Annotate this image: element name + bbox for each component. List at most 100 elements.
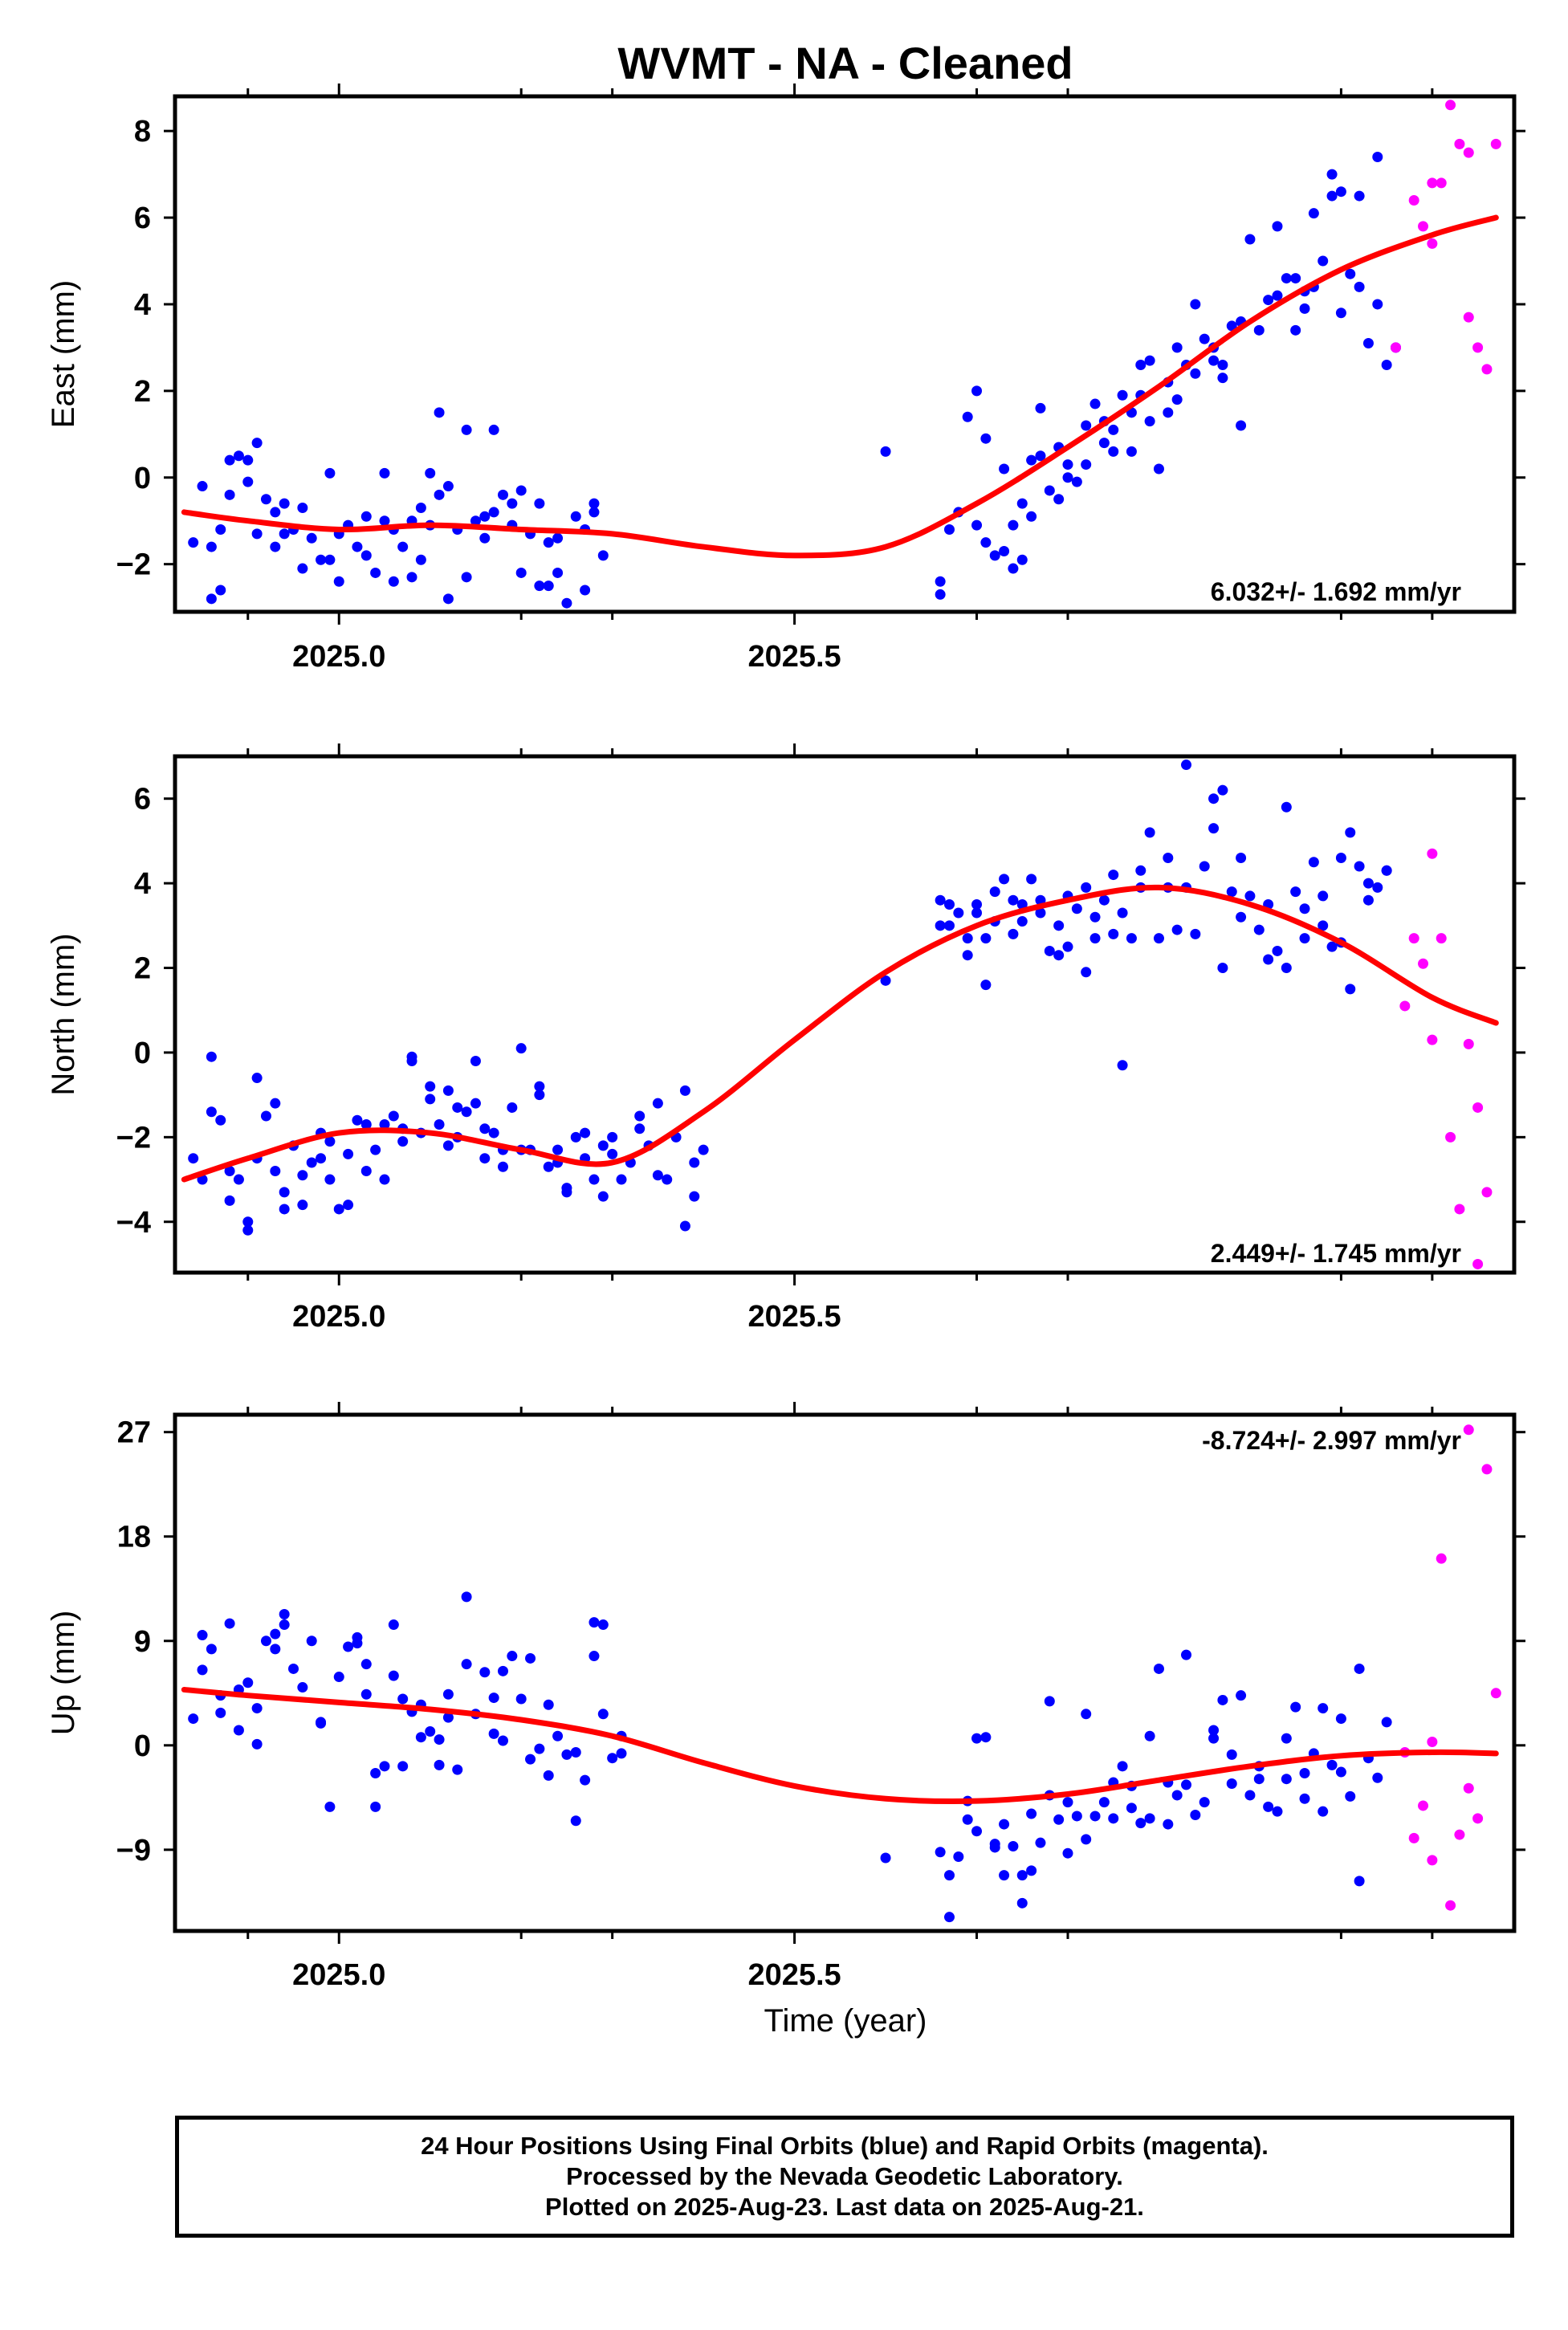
final-point	[1208, 793, 1220, 805]
rapid-point	[1463, 1782, 1474, 1794]
rapid-point	[1436, 177, 1447, 189]
final-point	[1290, 886, 1301, 898]
data-marks	[188, 760, 1493, 1269]
final-point	[634, 1110, 646, 1122]
rapid-point	[1418, 221, 1429, 232]
final-point	[215, 1114, 226, 1126]
final-point	[1290, 1701, 1301, 1713]
final-point	[1108, 928, 1119, 939]
rate-annotation: -8.724+/- 2.997 mm/yr	[1202, 1426, 1461, 1455]
final-point	[1281, 801, 1292, 813]
final-point	[1117, 907, 1128, 919]
y-tick-label: 4	[134, 867, 151, 901]
final-point	[1053, 950, 1065, 961]
final-point	[1244, 234, 1256, 245]
final-point	[515, 567, 527, 578]
final-point	[470, 1098, 481, 1109]
final-point	[1308, 208, 1319, 219]
final-point	[425, 1081, 436, 1092]
final-point	[616, 1174, 627, 1185]
final-point	[224, 1166, 235, 1177]
final-point	[561, 1183, 572, 1194]
footer-line-2: Processed by the Nevada Geodetic Laborat…	[566, 2162, 1123, 2190]
final-point	[953, 1851, 964, 1863]
final-point	[1199, 333, 1210, 344]
final-point	[270, 1628, 281, 1640]
final-point	[1354, 1876, 1365, 1887]
y-tick-label: 0	[134, 1729, 151, 1763]
y-tick-label: 6	[134, 202, 151, 235]
final-point	[1381, 359, 1392, 370]
final-point	[880, 1852, 891, 1864]
final-point	[1263, 1801, 1274, 1812]
final-point	[379, 467, 390, 479]
final-point	[1098, 894, 1110, 906]
final-point	[1044, 485, 1055, 496]
final-point	[580, 1774, 591, 1786]
final-point	[1117, 389, 1128, 401]
final-point	[552, 567, 564, 578]
final-point	[1236, 420, 1247, 431]
final-point	[1008, 928, 1019, 939]
final-point	[379, 1174, 390, 1185]
final-point	[497, 489, 508, 500]
final-point	[1362, 894, 1374, 906]
rapid-point	[1472, 1102, 1484, 1113]
final-point	[1208, 1733, 1220, 1744]
final-point	[224, 454, 235, 466]
rapid-point	[1490, 138, 1501, 149]
final-point	[515, 485, 527, 496]
rapid-point	[1463, 1424, 1474, 1436]
final-point	[1244, 1790, 1256, 1801]
rate-annotation: 2.449+/- 1.745 mm/yr	[1211, 1239, 1461, 1268]
final-point	[1199, 1797, 1210, 1808]
final-point	[1299, 1793, 1310, 1804]
rapid-point	[1399, 1000, 1411, 1012]
final-point	[1190, 928, 1201, 939]
final-point	[360, 1119, 372, 1130]
final-point	[215, 523, 226, 535]
final-point	[1089, 911, 1101, 923]
final-point	[388, 1619, 399, 1631]
final-point	[1044, 1696, 1055, 1707]
final-point	[297, 503, 308, 514]
final-point	[1044, 945, 1055, 956]
final-point	[251, 438, 263, 449]
final-point	[370, 1144, 381, 1155]
final-point	[616, 1748, 627, 1759]
final-point	[242, 476, 254, 487]
final-point	[442, 1712, 454, 1723]
y-tick-label: −9	[116, 1834, 151, 1868]
final-point	[1354, 861, 1365, 872]
final-point	[1326, 941, 1338, 952]
final-point	[1153, 933, 1164, 944]
final-point	[1208, 823, 1220, 834]
final-point	[379, 1119, 390, 1130]
x-tick-label: 2025.5	[747, 1958, 841, 1992]
final-point	[197, 481, 208, 492]
final-point	[1226, 886, 1237, 898]
final-point	[999, 545, 1010, 556]
final-point	[297, 1200, 308, 1211]
final-point	[425, 467, 436, 479]
final-point	[1144, 827, 1155, 838]
final-point	[442, 1085, 454, 1096]
final-point	[1081, 882, 1092, 893]
final-point	[324, 1136, 336, 1147]
final-point	[1335, 308, 1346, 319]
final-point	[534, 1743, 545, 1754]
x-tick-label: 2025.0	[292, 640, 385, 674]
final-point	[316, 1153, 327, 1164]
final-point	[1199, 861, 1210, 872]
final-point	[397, 1136, 409, 1147]
final-point	[251, 528, 263, 540]
final-point	[935, 576, 946, 587]
x-axis-label: Time (year)	[764, 2003, 927, 2039]
final-point	[1171, 394, 1183, 405]
footer-box: 24 Hour Positions Using Final Orbits (bl…	[175, 2116, 1514, 2238]
final-point	[352, 1631, 363, 1643]
final-point	[1345, 1790, 1356, 1802]
final-point	[999, 874, 1010, 885]
final-point	[1008, 1841, 1019, 1852]
final-point	[470, 1055, 481, 1066]
